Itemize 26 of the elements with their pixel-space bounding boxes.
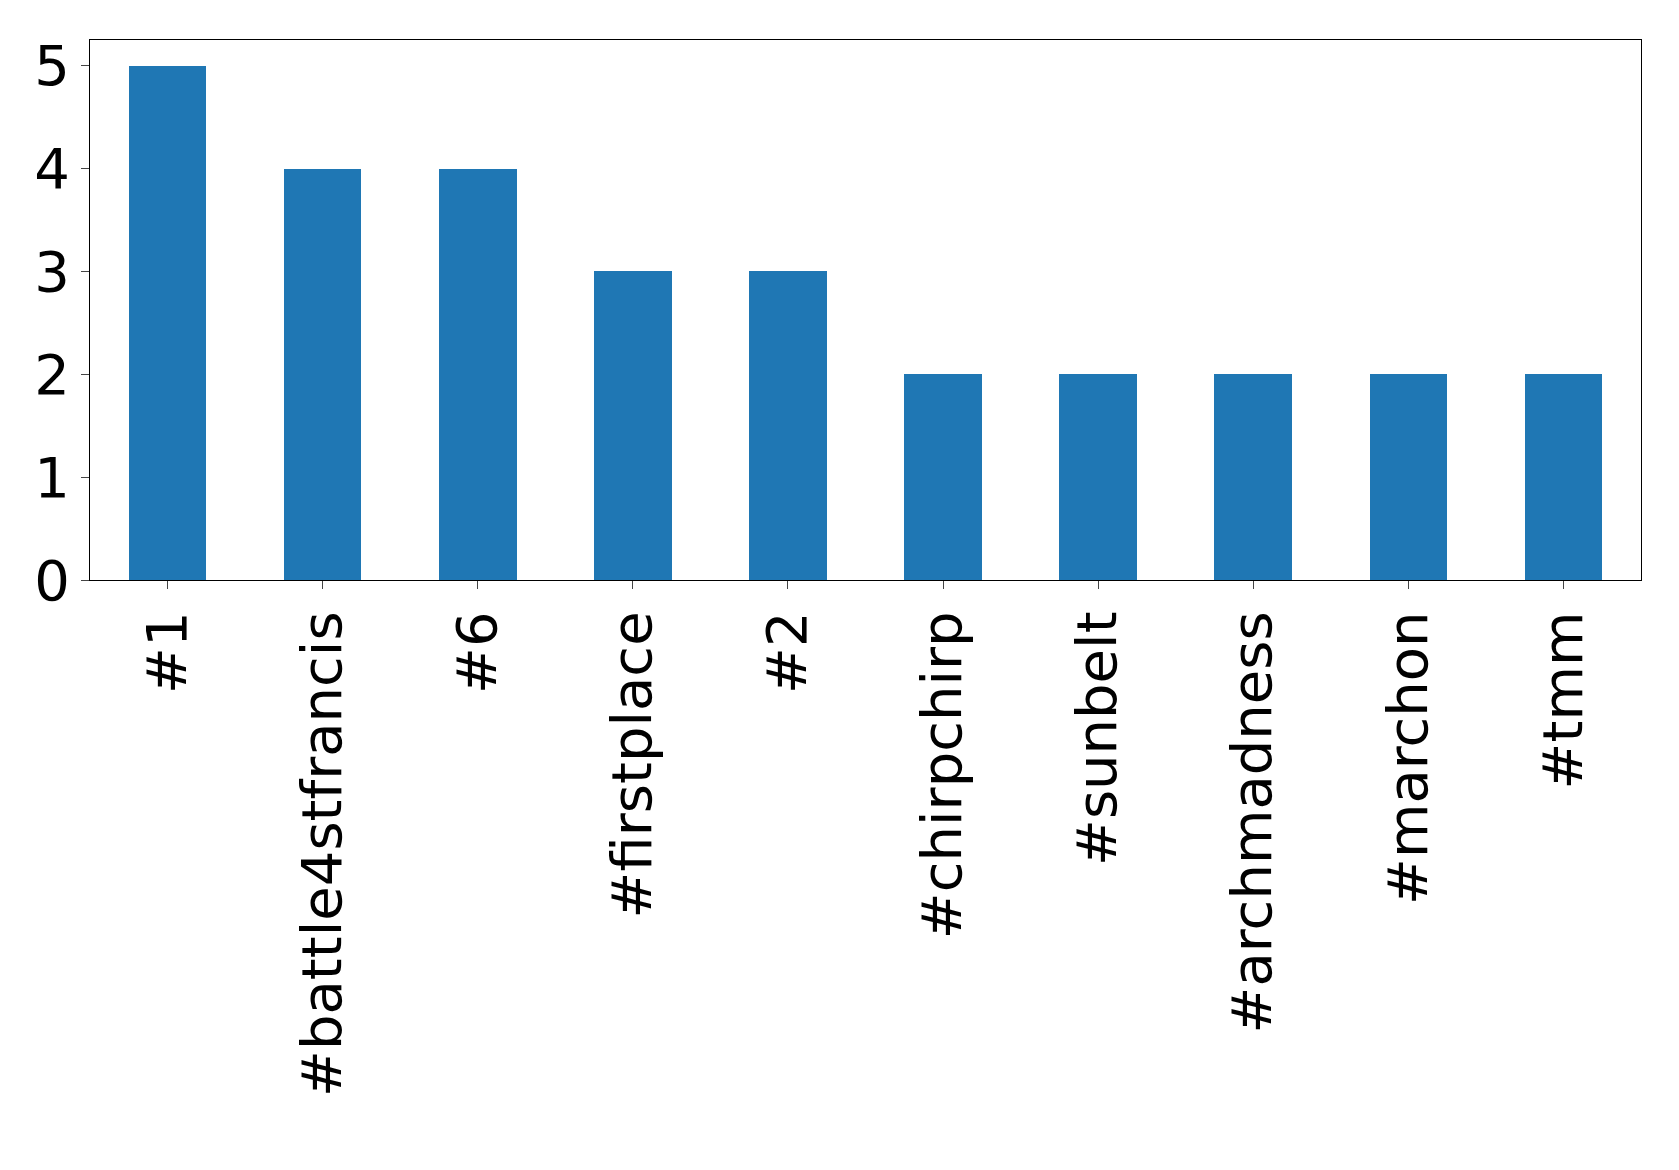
x-tick-label: #marchon [1374,611,1440,906]
bar [1059,374,1137,580]
bar [129,66,206,580]
x-tick-label: #battle4stfrancis [288,611,354,1097]
x-tick-label: #2 [754,611,820,694]
y-tick-label: 2 [34,341,70,407]
bar [284,169,361,580]
y-tick-label: 1 [34,444,70,510]
bar [1525,374,1602,580]
bar [904,374,982,580]
y-tick-label: 3 [34,239,70,305]
x-tick-label: #1 [133,611,199,694]
x-tick-label: #firstplace [599,611,665,919]
x-tick-label: #sunbelt [1064,611,1130,867]
bar [1370,374,1447,580]
bar [594,271,672,580]
x-tick-label: #archmadness [1219,611,1285,1034]
bar [749,271,827,580]
x-tick-label: #chirpchirp [909,611,975,940]
bar [439,169,517,580]
y-tick-label: 4 [34,136,70,202]
x-tick-label: #tmm [1529,611,1595,790]
y-tick-label: 0 [34,547,70,613]
x-tick-label: #6 [443,611,509,694]
bar [1214,374,1292,580]
y-tick-label: 5 [34,33,70,99]
